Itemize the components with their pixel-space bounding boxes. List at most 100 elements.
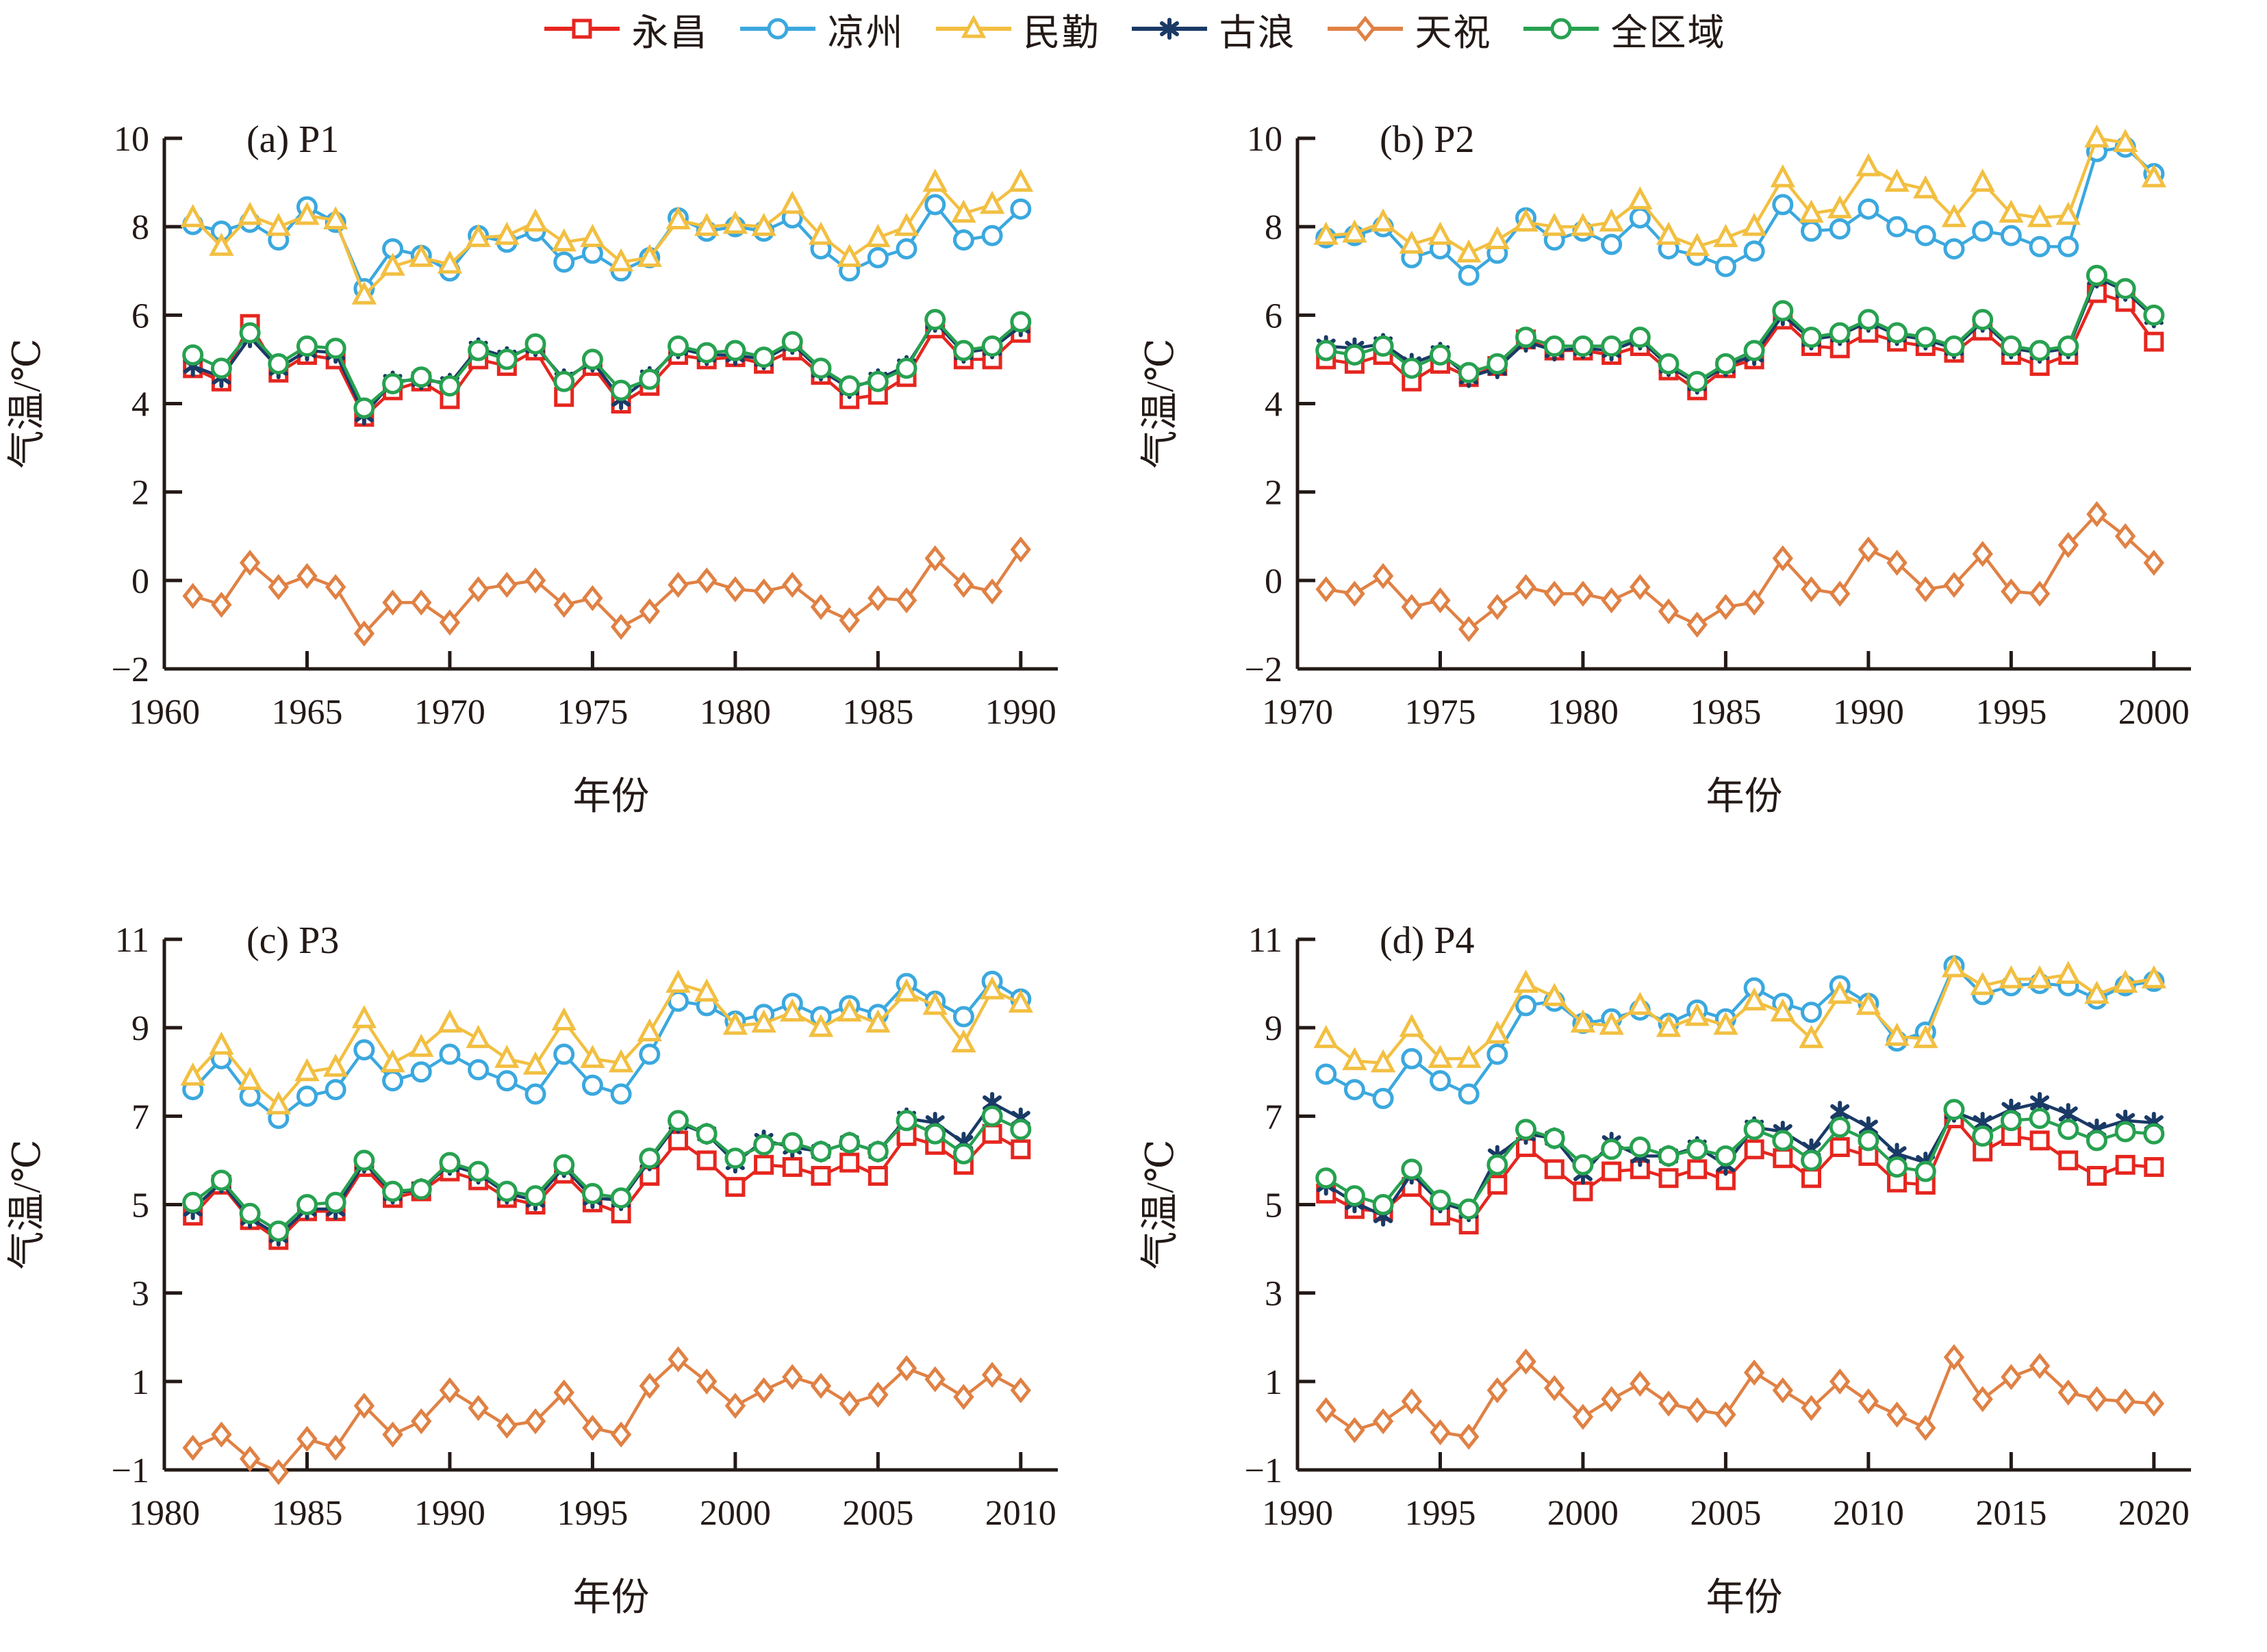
x-tick-label: 1970: [1262, 693, 1333, 732]
data-point-marker: [1800, 1149, 1822, 1171]
data-point-marker: [1913, 175, 1938, 199]
data-point-marker: [753, 1134, 775, 1156]
data-point-marker: [2141, 965, 2166, 989]
data-point-marker: [553, 1043, 575, 1065]
x-axis-title: 年份: [573, 776, 650, 818]
data-point-marker: [1370, 208, 1396, 232]
data-point-marker: [1628, 991, 1653, 1015]
y-tick-label: 8: [1265, 208, 1282, 247]
data-point-marker: [725, 1177, 746, 1197]
data-point-marker: [325, 1079, 346, 1101]
data-point-marker: [2112, 969, 2138, 993]
data-point-marker: [410, 1178, 432, 1200]
data-point-marker: [1886, 549, 1908, 576]
data-point-marker: [551, 228, 577, 252]
data-point-marker: [1513, 969, 1538, 993]
data-point-marker: [1770, 998, 1795, 1022]
data-point-marker: [610, 613, 632, 640]
data-point-marker: [982, 1123, 1002, 1144]
data-point-marker: [2084, 124, 2110, 148]
data-point-marker: [781, 1132, 803, 1154]
data-point-marker: [1542, 982, 1567, 1006]
panel-b-chart: −2 0 2 4 6 8 10 1970 1975 1980 1985 1990 1995 2000 (b)…: [1139, 118, 2191, 818]
data-point-marker: [952, 340, 974, 361]
data-point-marker: [1601, 233, 1623, 255]
data-point-marker: [1744, 1139, 1764, 1160]
data-point-marker: [1515, 1348, 1536, 1375]
data-point-marker: [782, 1157, 802, 1178]
data-point-marker: [1770, 164, 1795, 188]
data-point-marker: [182, 583, 203, 609]
data-point-marker: [753, 1377, 774, 1403]
data-point-marker: [782, 1364, 803, 1390]
data-point-marker: [524, 1185, 546, 1207]
y-axis-title: 气温/℃: [1139, 1139, 1182, 1269]
data-point-marker: [353, 620, 375, 647]
data-point-marker: [896, 1110, 917, 1132]
y-tick-label: 10: [114, 120, 149, 159]
data-point-marker: [2143, 1390, 2165, 1417]
data-point-marker: [867, 1382, 889, 1408]
data-point-marker: [2086, 1166, 2107, 1186]
data-point-marker: [1913, 1025, 1938, 1048]
data-point-marker: [581, 1182, 603, 1204]
data-point-marker: [1486, 1377, 1508, 1403]
data-point-marker: [1484, 1020, 1510, 1044]
data-point-marker: [2027, 203, 2053, 227]
data-point-marker: [294, 1058, 320, 1082]
panel-title: (c) P3: [246, 919, 339, 962]
x-tick-label: 1985: [1690, 693, 1761, 732]
data-point-marker: [608, 248, 634, 272]
data-point-marker: [1370, 1049, 1396, 1073]
data-point-marker: [239, 1445, 261, 1472]
data-point-marker: [1429, 1189, 1451, 1211]
data-point-marker: [696, 567, 718, 594]
data-point-marker: [2086, 1386, 2107, 1412]
data-point-marker: [553, 1379, 574, 1406]
data-point-marker: [325, 1434, 346, 1461]
y-axis-title: 气温/℃: [6, 338, 49, 468]
x-tick-labels: 1960 1965 1970 1975 1980 1985 1990: [129, 693, 1056, 732]
data-point-marker: [1799, 1025, 1824, 1048]
data-point-marker: [494, 221, 520, 245]
data-point-marker: [1801, 1395, 1822, 1421]
data-point-marker: [867, 1166, 888, 1186]
data-point-marker: [1515, 995, 1537, 1017]
data-point-marker: [1741, 212, 1767, 236]
data-point-marker: [1915, 576, 1936, 602]
x-tick-label: 2005: [1690, 1494, 1761, 1533]
data-point-marker: [639, 1147, 661, 1169]
data-point-marker: [1687, 1159, 1708, 1180]
data-point-marker: [810, 1141, 832, 1162]
data-point-marker: [810, 594, 832, 620]
x-tick-label: 2010: [1833, 1494, 1904, 1533]
data-point-marker: [1914, 225, 1936, 246]
data-point-marker: [952, 1006, 974, 1028]
data-point-marker: [1601, 587, 1622, 613]
series-yongchang-line: [1326, 291, 2155, 392]
data-point-marker: [1829, 1116, 1851, 1138]
x-tick-label: 1985: [271, 1494, 342, 1533]
data-point-marker: [1601, 1139, 1623, 1160]
data-point-marker: [1401, 1158, 1423, 1180]
data-point-marker: [1430, 1419, 1451, 1446]
data-point-marker: [380, 253, 405, 276]
data-point-marker: [382, 1421, 403, 1448]
data-point-marker: [2027, 965, 2053, 989]
data-point-marker: [666, 206, 691, 229]
data-point-marker: [351, 1004, 377, 1028]
data-point-marker: [524, 1083, 546, 1105]
y-tick-label: −2: [1245, 650, 1282, 689]
data-point-marker: [322, 206, 349, 229]
data-point-marker: [468, 340, 490, 361]
data-point-marker: [2057, 1119, 2079, 1141]
data-point-marker: [1458, 1423, 1480, 1450]
data-point-marker: [1599, 1011, 1624, 1035]
data-point-marker: [1999, 965, 2024, 989]
data-point-marker: [1941, 203, 1967, 227]
data-point-marker: [2114, 523, 2136, 550]
data-point-marker: [1601, 1386, 1622, 1412]
data-point-marker: [2029, 581, 2051, 607]
series-tianzhu-line: [1326, 512, 2155, 631]
data-point-marker: [1684, 1002, 1710, 1026]
